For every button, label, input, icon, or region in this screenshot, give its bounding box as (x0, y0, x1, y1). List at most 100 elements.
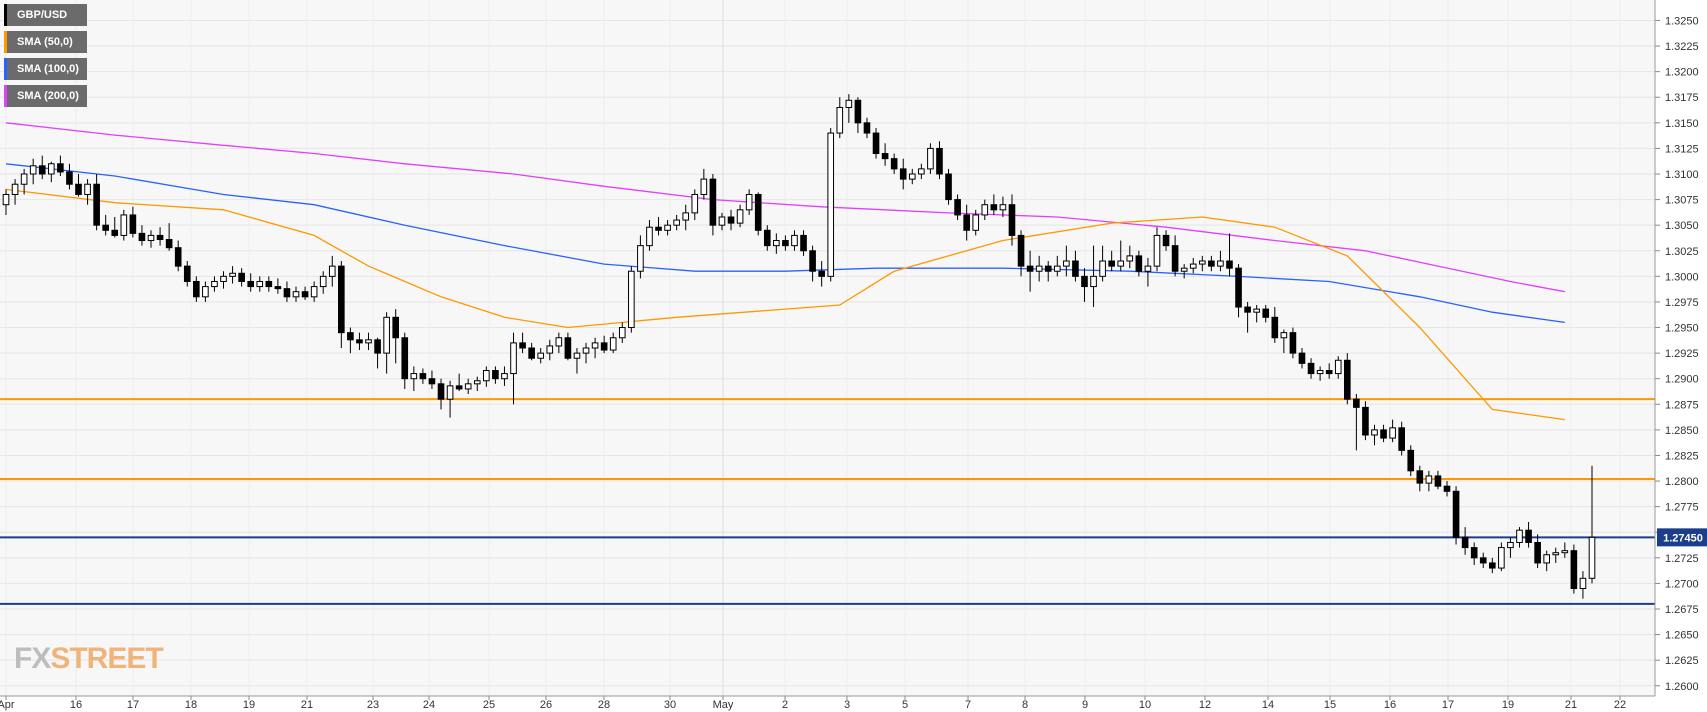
x-tick-label: May (713, 699, 734, 711)
y-tick-label: 1.3175 (1665, 92, 1699, 104)
candle-bullish (147, 234, 155, 242)
x-tick-label: 25 (483, 699, 495, 711)
candle-bearish (1162, 234, 1170, 247)
candle-bullish (1063, 260, 1070, 267)
candle-bearish (727, 216, 735, 224)
candle-bullish (582, 347, 590, 354)
candle-bullish (1053, 265, 1061, 272)
current-price-label: 1.27450 (1663, 532, 1703, 544)
x-tick-label: 2 (782, 699, 788, 711)
candle-bullish (546, 345, 554, 354)
candle-bearish (419, 373, 427, 380)
legend-label: SMA (100,0) (17, 63, 79, 75)
candle-bearish (990, 204, 998, 211)
y-tick-label: 1.2800 (1665, 476, 1699, 488)
candle-bearish (1362, 406, 1369, 436)
candle-bullish (682, 212, 690, 221)
candle-bearish (57, 163, 64, 173)
y-tick-label: 1.2950 (1665, 323, 1699, 335)
candle-bullish (555, 337, 563, 347)
candle-bullish (464, 383, 472, 390)
candle-bullish (292, 291, 300, 298)
candle-bullish (483, 370, 490, 382)
legend-swatch (4, 31, 7, 53)
legend-label: GBP/USD (17, 9, 68, 21)
candle-bullish (1117, 260, 1125, 267)
candle-bullish (310, 286, 318, 298)
candle-bearish (193, 280, 200, 298)
candle-bullish (537, 352, 545, 359)
y-tick-label: 1.3100 (1665, 169, 1699, 181)
y-tick-label: 1.2600 (1665, 681, 1699, 693)
candle-bearish (1325, 370, 1333, 375)
candle-bearish (338, 265, 345, 334)
candle-bearish (38, 165, 46, 175)
candle-bearish (1407, 449, 1415, 472)
candle-bearish (872, 132, 880, 155)
candle-bullish (1371, 429, 1378, 436)
candle-bullish (1099, 260, 1106, 277)
candle-bearish (283, 288, 291, 298)
y-tick-label: 1.2675 (1665, 604, 1699, 616)
candle-bearish (1534, 541, 1541, 564)
legend-item-gbpusd[interactable]: GBP/USD (4, 4, 87, 26)
candle-bullish (745, 193, 753, 211)
candle-bullish (908, 173, 916, 180)
candle-bullish (1035, 265, 1043, 272)
x-tick-label: 5 (902, 699, 908, 711)
candle-bearish (763, 229, 771, 247)
legend-label: SMA (200,0) (17, 90, 79, 102)
x-tick-label: 3 (844, 699, 850, 711)
y-tick-label: 1.2650 (1665, 630, 1699, 642)
candle-bearish (1262, 308, 1270, 318)
candle-bullish (718, 216, 726, 226)
legend-item-sma50[interactable]: SMA (50,0) (4, 31, 87, 53)
y-tick-label: 1.2825 (1665, 450, 1699, 462)
candle-bearish (655, 226, 662, 231)
x-tick-label: 16 (70, 699, 82, 711)
candle-bullish (473, 380, 481, 385)
legend-item-sma200[interactable]: SMA (200,0) (4, 85, 87, 107)
y-tick-label: 1.2900 (1665, 374, 1699, 386)
candle-bullish (1507, 541, 1514, 549)
candle-bullish (1561, 550, 1569, 554)
x-tick-label: 21 (1565, 699, 1577, 711)
candle-bullish (1253, 308, 1260, 313)
candle-bearish (528, 347, 535, 359)
candle-bearish (138, 232, 146, 242)
candle-bullish (773, 240, 780, 247)
candle-bearish (1171, 245, 1179, 272)
legend-item-sma100[interactable]: SMA (100,0) (4, 58, 87, 80)
candle-bearish (347, 332, 354, 341)
candle-bearish (1108, 260, 1115, 267)
x-tick-label: 26 (540, 699, 552, 711)
candle-bullish (1189, 263, 1197, 269)
candle-bearish (265, 280, 273, 288)
candle-bearish (963, 214, 970, 231)
candle-bearish (1461, 536, 1469, 549)
candle-bearish (66, 171, 73, 185)
candle-bearish (1570, 550, 1578, 590)
legend-swatch (4, 4, 7, 26)
candle-bearish (519, 342, 526, 349)
candle-bullish (700, 178, 708, 195)
candle-bearish (1271, 316, 1279, 339)
candle-bullish (501, 373, 508, 380)
candle-bullish (1144, 265, 1152, 272)
y-tick-label: 1.2975 (1665, 297, 1699, 309)
candle-bearish (102, 224, 110, 231)
candle-bearish (1443, 485, 1451, 492)
candle-bearish (899, 168, 907, 180)
y-tick-label: 1.3225 (1665, 41, 1699, 53)
y-tick-label: 1.3150 (1665, 118, 1699, 130)
y-tick-label: 1.2725 (1665, 553, 1699, 565)
y-tick-label: 1.3200 (1665, 67, 1699, 79)
candle-bearish (1226, 260, 1233, 269)
candle-bullish (827, 132, 835, 277)
candle-bearish (111, 229, 119, 236)
candle-bullish (48, 163, 55, 175)
candle-bullish (637, 245, 644, 272)
candle-bearish (1244, 306, 1251, 313)
candle-bullish (1280, 332, 1288, 339)
